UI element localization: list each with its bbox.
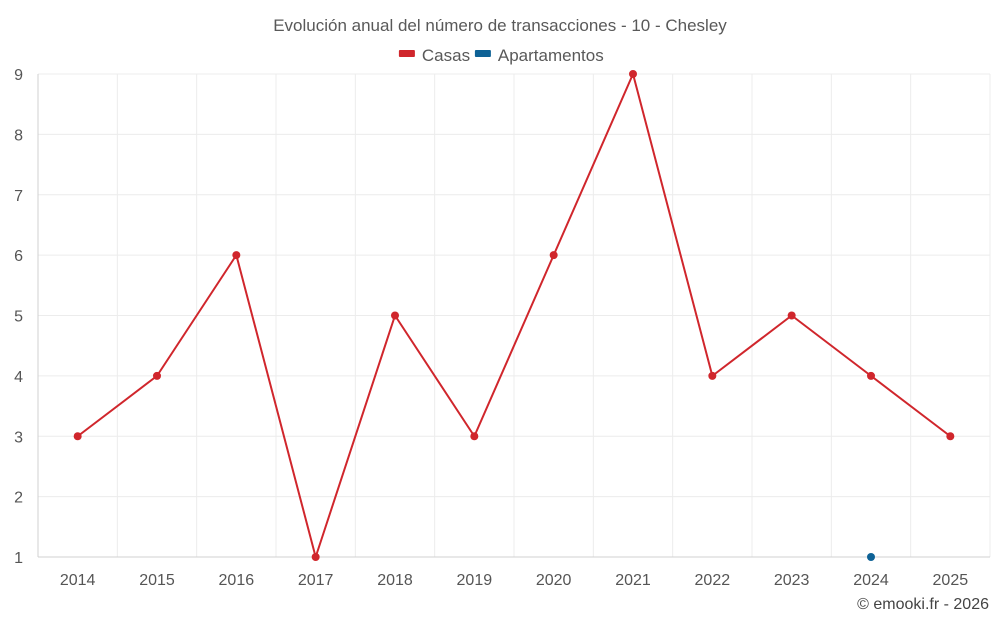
data-point <box>73 432 82 441</box>
data-point <box>391 311 399 320</box>
data-point <box>867 553 875 561</box>
x-tick-label: 2020 <box>536 572 572 589</box>
grid <box>37 73 991 557</box>
data-point <box>311 553 320 561</box>
data-point <box>470 432 479 441</box>
x-tick-label: 2025 <box>933 572 969 589</box>
series-line <box>77 73 951 558</box>
data-point <box>629 70 637 78</box>
x-tick-label: 2018 <box>377 572 413 589</box>
x-tick-label: 2015 <box>139 572 175 589</box>
y-tick-label: 5 <box>14 309 23 326</box>
y-tick-label: 8 <box>14 127 23 144</box>
series-apartamentos <box>867 553 875 561</box>
y-tick-label: 7 <box>14 188 23 205</box>
x-tick-label: 2016 <box>219 572 255 589</box>
data-point <box>787 311 796 320</box>
axes: 1 2 3 4 5 6 7 8 9 2014 2015 2016 2017 2018 2019 2020 202… <box>14 67 990 589</box>
x-tick-label: 2021 <box>615 572 651 589</box>
series-layer <box>73 70 955 561</box>
x-tick-label: 2023 <box>774 572 810 589</box>
data-point <box>867 371 875 380</box>
y-tick-label: 6 <box>14 248 23 265</box>
data-point <box>946 432 955 441</box>
x-tick-label: 2017 <box>298 572 334 589</box>
x-tick-label: 2019 <box>457 572 493 589</box>
data-point <box>708 371 717 380</box>
legend-swatch <box>474 50 491 57</box>
legend-swatch <box>398 50 415 57</box>
credit-text: © emooki.fr - 2026 <box>857 596 989 613</box>
y-tick-label: 4 <box>14 369 23 386</box>
y-tick-label: 3 <box>14 429 23 446</box>
legend-label: Apartamentos <box>498 46 604 65</box>
legend-label: Casas <box>422 46 470 65</box>
chart-title: Evolución anual del número de transaccio… <box>273 16 727 35</box>
y-tick-label: 1 <box>14 550 23 567</box>
data-point <box>153 371 161 380</box>
y-tick-label: 2 <box>14 490 23 507</box>
data-point <box>549 251 558 260</box>
legend-item-casas[interactable]: Casas <box>398 46 470 65</box>
x-tick-label: 2022 <box>695 572 731 589</box>
series-casas <box>73 70 955 561</box>
y-tick-label: 9 <box>14 67 23 84</box>
x-tick-label: 2014 <box>60 572 96 589</box>
legend: Casas Apartamentos <box>398 46 604 65</box>
x-tick-label: 2024 <box>853 572 889 589</box>
legend-item-apartamentos[interactable]: Apartamentos <box>474 46 604 65</box>
data-point <box>232 251 241 260</box>
